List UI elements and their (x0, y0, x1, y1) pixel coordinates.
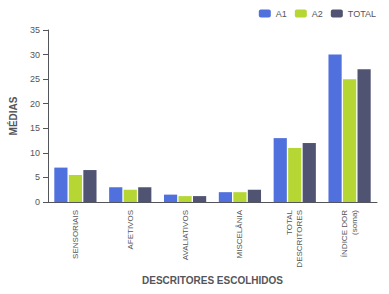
svg-text:(soma): (soma) (350, 210, 359, 235)
svg-text:DESCRITORES ESCOLHIDOS: DESCRITORES ESCOLHIDOS (142, 275, 283, 286)
svg-text:10: 10 (30, 148, 40, 158)
svg-text:AVALIATIVOS: AVALIATIVOS (181, 210, 190, 260)
svg-text:TOTAL: TOTAL (348, 9, 376, 19)
svg-text:A2: A2 (312, 9, 323, 19)
svg-text:30: 30 (30, 50, 40, 60)
svg-text:15: 15 (30, 123, 40, 133)
svg-text:MISCELÂNIA: MISCELÂNIA (235, 209, 244, 258)
svg-text:MÉDIAS: MÉDIAS (7, 96, 19, 135)
svg-text:25: 25 (30, 74, 40, 84)
svg-text:35: 35 (30, 25, 40, 35)
svg-text:ÍNDICE DOR: ÍNDICE DOR (340, 210, 349, 257)
svg-text:SENSORIAIS: SENSORIAIS (71, 210, 80, 259)
svg-text:20: 20 (30, 99, 40, 109)
svg-text:AFETIVOS: AFETIVOS (126, 210, 135, 250)
svg-text:DESCRITORES: DESCRITORES (295, 210, 304, 268)
svg-text:5: 5 (35, 172, 40, 182)
svg-text:A1: A1 (276, 9, 287, 19)
svg-text:TOTAL: TOTAL (285, 209, 294, 235)
svg-text:0: 0 (35, 197, 40, 207)
